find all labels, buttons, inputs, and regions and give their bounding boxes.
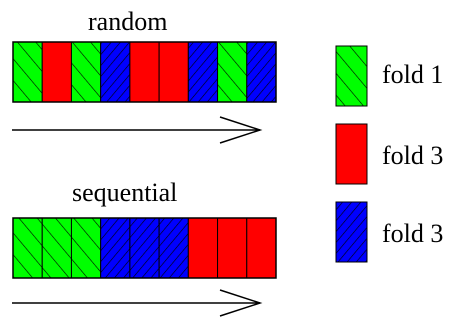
legend-swatch-fold1-hatch (336, 46, 367, 106)
random-block-4-hatch (100, 42, 130, 102)
sequential-title: sequential (72, 178, 178, 207)
legend-swatch-fold2 (335, 123, 368, 185)
random-block-7-hatch (188, 42, 218, 102)
random-block-1-hatch (13, 42, 43, 102)
legend-label-fold2: fold 3 (382, 141, 444, 170)
sequential-bar-outline (12, 217, 277, 279)
sequential-block-5-hatch (129, 218, 160, 278)
sequential-block-8 (217, 217, 248, 279)
random-block-6 (158, 41, 189, 103)
sequential-block-7 (187, 217, 219, 279)
random-sequence-bar (12, 41, 277, 103)
sequential-block-4-hatch (100, 218, 130, 278)
sequential-block-3-hatch (71, 218, 101, 278)
random-direction-arrow (12, 116, 263, 144)
random-bar-outline (12, 41, 277, 103)
random-block-5 (129, 41, 160, 103)
legend-label-fold3: fold 3 (382, 219, 444, 248)
sequential-block-6-hatch (159, 218, 189, 278)
sequential-block-1-hatch (13, 218, 43, 278)
legend-label-fold1: fold 1 (382, 60, 444, 89)
sequential-direction-arrow (12, 289, 263, 317)
legend-swatches (335, 45, 368, 263)
random-block-8-hatch (217, 42, 247, 102)
random-title: random (88, 7, 168, 36)
sequential-sequence-bar (12, 217, 277, 279)
random-block-3-hatch (71, 42, 101, 102)
sequential-block-2-hatch (42, 218, 72, 278)
legend-swatch-fold3-hatch (336, 202, 367, 262)
random-block-2 (41, 41, 72, 103)
random-block-9-hatch (246, 42, 276, 102)
sequential-block-9 (246, 217, 277, 279)
